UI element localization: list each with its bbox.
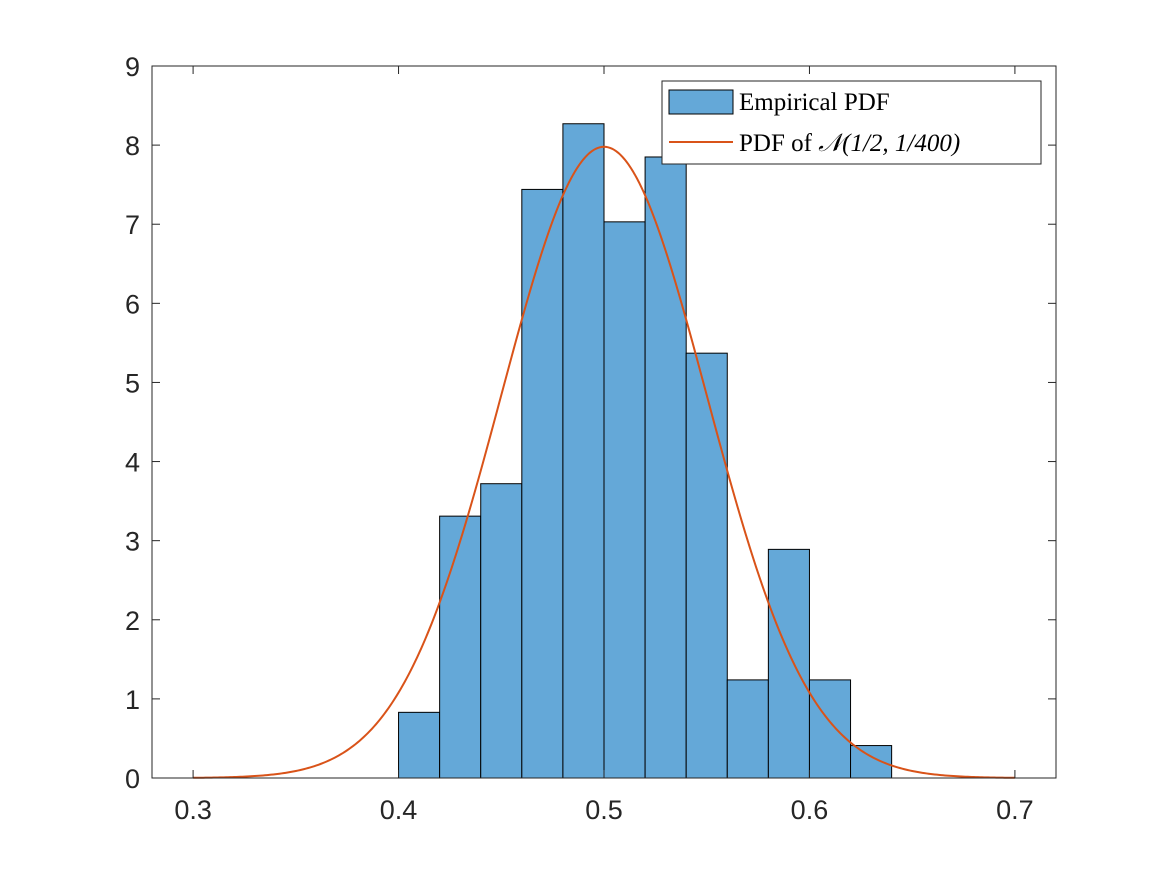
legend-curve-math: 𝒩(1/2, 1/400) (818, 130, 960, 157)
histogram-bar (521, 188, 564, 779)
x-tick-label: 0.5 (585, 795, 623, 825)
y-tick-label: 8 (125, 131, 140, 161)
normal-pdf-curve (193, 145, 1015, 779)
histogram-bar (398, 711, 441, 779)
x-tick-label: 0.7 (996, 795, 1034, 825)
y-tick-label: 0 (125, 764, 140, 794)
y-tick-label: 9 (125, 52, 140, 82)
histogram-bar (480, 483, 523, 779)
histogram-bar (850, 745, 893, 779)
histogram-bar (644, 156, 687, 779)
legend-label-curve: PDF of 𝒩(1/2, 1/400) (739, 130, 960, 157)
y-tick-label: 6 (125, 289, 140, 319)
histogram-bar (603, 221, 646, 779)
legend-curve-prefix: PDF of (739, 130, 818, 157)
histogram-bar (685, 352, 728, 779)
y-tick-label: 3 (125, 527, 140, 557)
x-tick-label: 0.3 (174, 795, 212, 825)
histogram-bar (562, 123, 605, 779)
y-tick-label: 5 (125, 368, 140, 398)
legend-swatch-histogram (668, 89, 734, 115)
legend: Empirical PDF PDF of 𝒩(1/2, 1/400) (661, 80, 1042, 165)
x-tick-label: 0.6 (791, 795, 829, 825)
y-tick-label: 7 (125, 210, 140, 240)
histogram-bars (398, 123, 893, 779)
y-tick-label: 2 (125, 606, 140, 636)
plot-axes (151, 65, 1057, 779)
legend-label-histogram: Empirical PDF (739, 89, 890, 116)
y-tick-label: 4 (125, 448, 140, 478)
y-tick-label: 1 (125, 685, 140, 715)
histogram-bar (439, 515, 482, 779)
histogram-bar (808, 679, 852, 779)
x-tick-label: 0.4 (380, 795, 418, 825)
histogram-bar (726, 679, 769, 779)
histogram-bar (767, 548, 810, 779)
tick-labels: 0.3 0.4 0.5 0.6 0.7 0 1 2 3 4 5 6 7 8 9 (125, 52, 1034, 825)
